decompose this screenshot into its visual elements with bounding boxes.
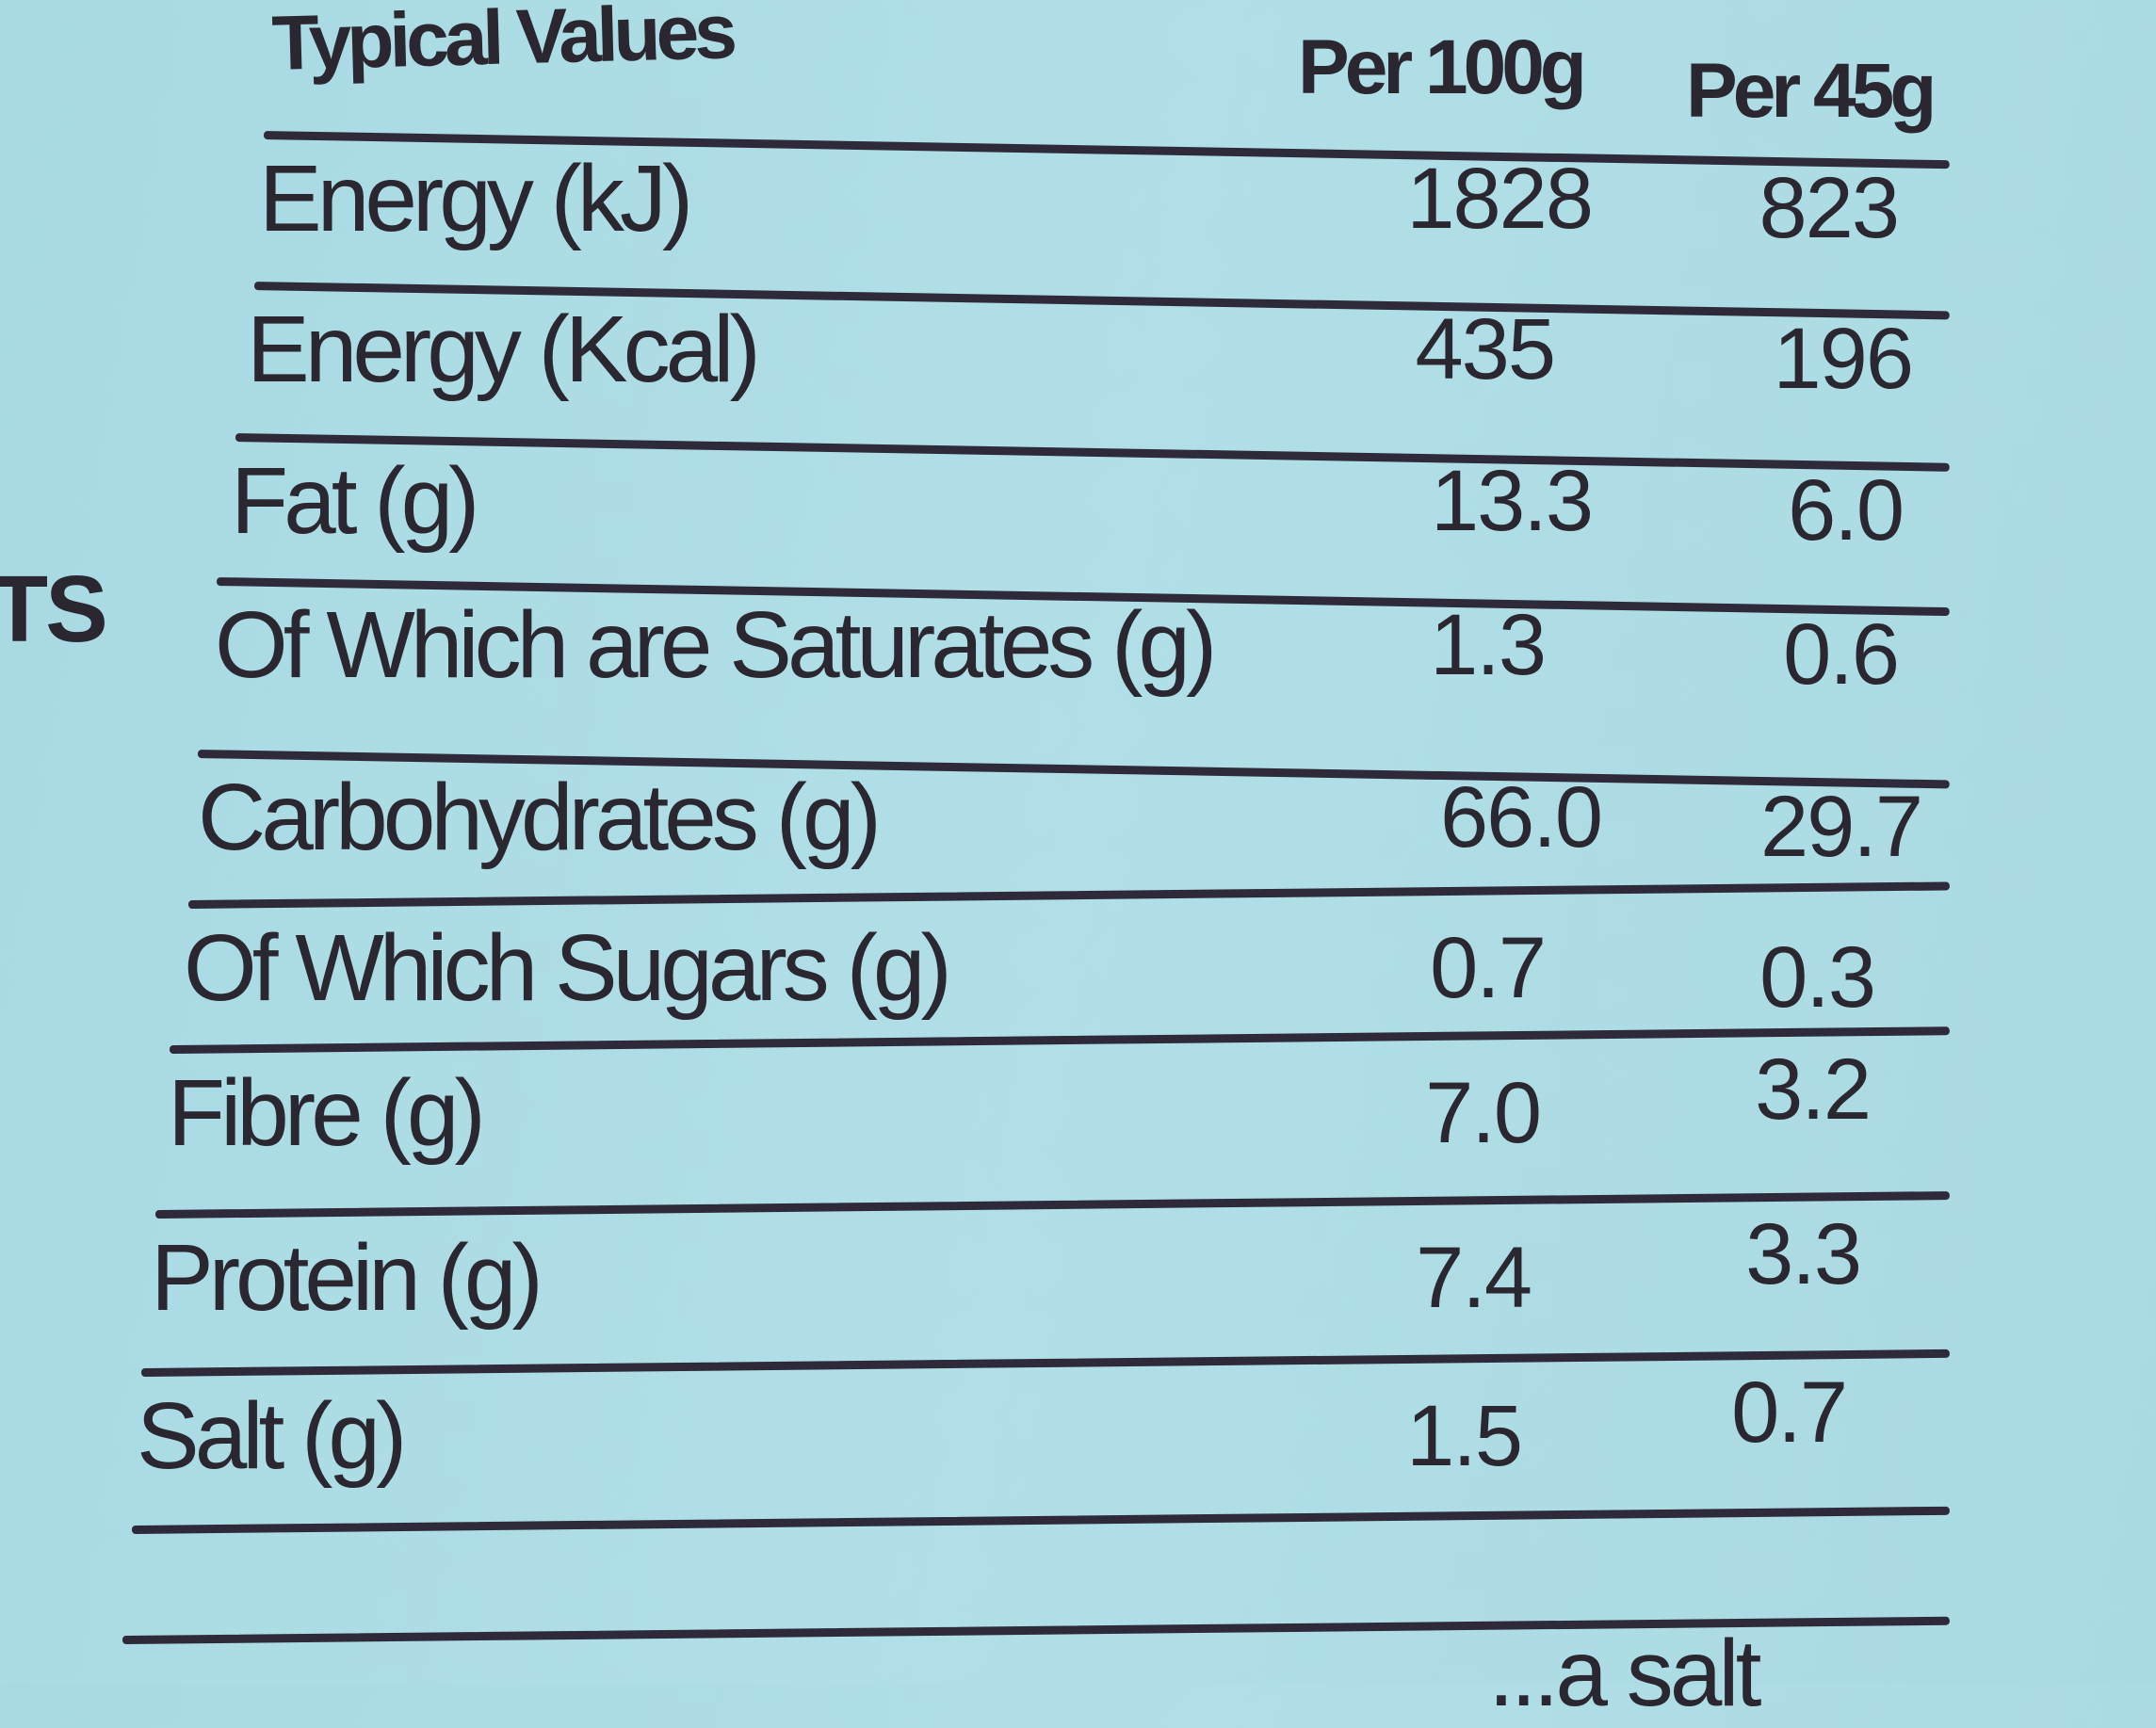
value-per-100g: 7.4 <box>1416 1230 1532 1326</box>
value-per-45g: 0.3 <box>1759 929 1876 1025</box>
nutrient-label: Energy (kJ) <box>259 146 693 251</box>
header-per-100g: Per 100g <box>1298 24 1587 110</box>
nutrient-label: Fibre (g) <box>168 1060 486 1166</box>
nutrient-label: Energy (Kcal) <box>247 297 761 402</box>
value-per-45g: 196 <box>1773 311 1915 407</box>
value-per-100g: 13.3 <box>1430 453 1594 549</box>
value-per-100g: 1.5 <box>1406 1388 1523 1484</box>
value-per-100g: 1.3 <box>1430 597 1547 693</box>
value-per-100g: 1828 <box>1406 151 1594 247</box>
row-divider <box>131 1506 1950 1534</box>
nutrient-label: Of Which are Saturates (g) <box>215 592 1217 698</box>
nutrient-label: Salt (g) <box>137 1383 407 1489</box>
header-typical-values: Typical Values <box>270 0 734 88</box>
value-per-45g: 29.7 <box>1759 779 1923 875</box>
value-per-45g: 6.0 <box>1788 462 1905 558</box>
value-per-45g: 3.2 <box>1755 1042 1872 1138</box>
nutrient-label: Fat (g) <box>231 448 479 554</box>
value-per-45g: 3.3 <box>1745 1206 1862 1302</box>
value-per-45g: 0.6 <box>1783 606 1900 703</box>
value-per-45g: 823 <box>1759 160 1901 256</box>
footer-partial-text: ...a salt <box>1488 1621 1761 1726</box>
value-per-100g: 435 <box>1415 301 1557 397</box>
value-per-100g: 7.0 <box>1425 1065 1542 1161</box>
value-per-100g: 66.0 <box>1439 769 1603 865</box>
value-per-100g: 0.7 <box>1430 920 1547 1016</box>
nutrient-label: Carbohydrates (g) <box>198 765 882 870</box>
nutrient-label: Of Which Sugars (g) <box>184 915 952 1021</box>
value-per-45g: 0.7 <box>1731 1365 1848 1461</box>
header-per-45g: Per 45g <box>1686 48 1937 134</box>
nutrient-label: Protein (g) <box>151 1225 543 1331</box>
row-divider <box>187 881 1950 909</box>
side-text: TS <box>0 557 108 662</box>
